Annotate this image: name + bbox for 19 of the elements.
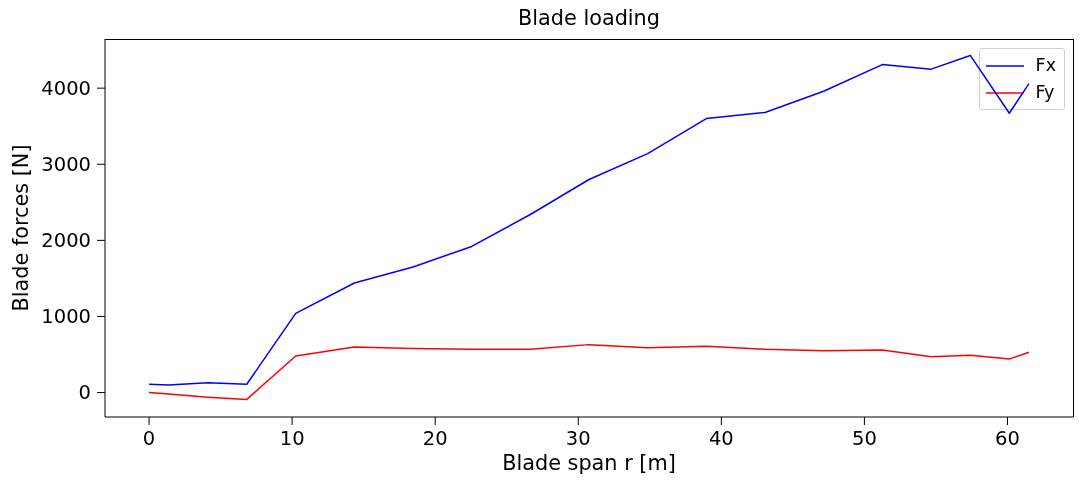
x-tick-label: 20 xyxy=(422,426,448,450)
legend-label: Fy xyxy=(1035,81,1055,104)
y-tick-label: 4000 xyxy=(41,77,91,101)
x-tick-label: 50 xyxy=(851,426,877,450)
y-tick-label: 3000 xyxy=(41,153,91,177)
y-axis-title: Blade forces [N] xyxy=(9,144,33,312)
x-tick-label: 0 xyxy=(142,426,156,450)
x-tick-label: 60 xyxy=(995,426,1020,450)
chart-title: Blade loading xyxy=(517,6,661,30)
line-series xyxy=(148,54,1030,386)
x-axis-title: Blade span r [m] xyxy=(501,451,677,475)
legend-label: Fx xyxy=(1035,54,1056,77)
y-tick-label: 1000 xyxy=(41,305,91,329)
line-series xyxy=(148,343,1030,401)
x-tick-label: 40 xyxy=(708,426,734,450)
y-tick-label: 0 xyxy=(78,381,91,405)
y-tick-label: 2000 xyxy=(41,229,91,253)
x-tick-label: 30 xyxy=(565,426,591,450)
x-tick-label: 10 xyxy=(279,426,305,450)
